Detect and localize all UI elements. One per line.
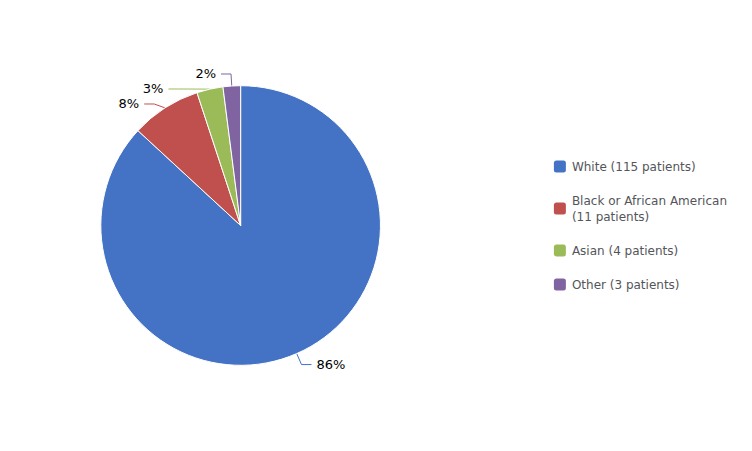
svg-text:(11 patients): (11 patients) xyxy=(572,210,649,224)
svg-text:86%: 86% xyxy=(317,357,346,372)
svg-text:Asian (4 patients): Asian (4 patients) xyxy=(572,244,678,258)
svg-text:8%: 8% xyxy=(119,96,140,111)
svg-text:White (115 patients): White (115 patients) xyxy=(572,160,696,174)
svg-text:3%: 3% xyxy=(143,81,164,96)
svg-text:2%: 2% xyxy=(195,66,216,81)
svg-text:Other (3 patients): Other (3 patients) xyxy=(572,278,680,292)
svg-text:Black or African American: Black or African American xyxy=(572,194,727,208)
